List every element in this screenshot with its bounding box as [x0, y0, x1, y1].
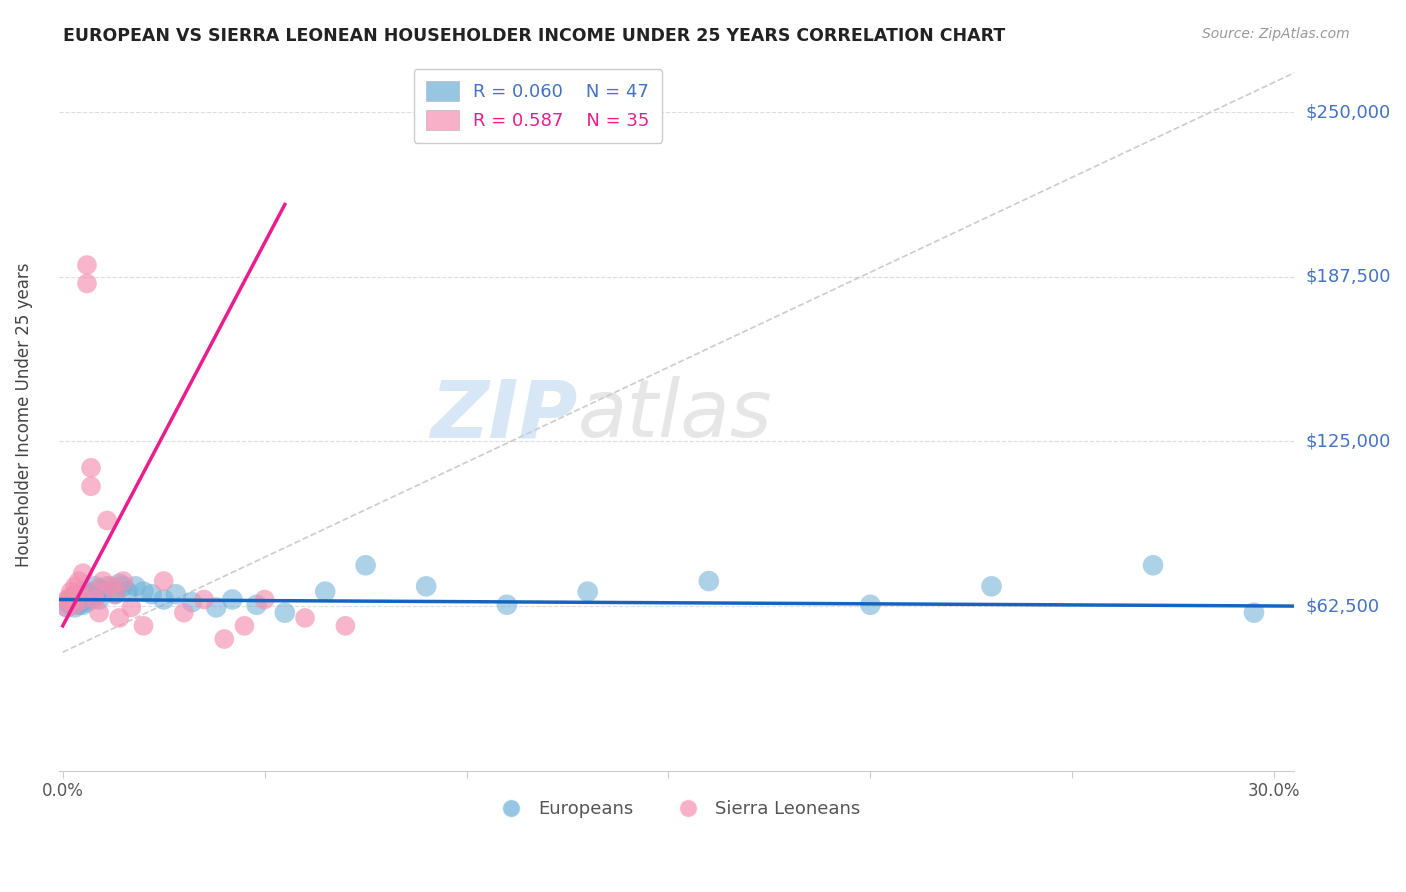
Point	[67, 592, 90, 607]
Point	[80, 587, 103, 601]
Point	[496, 598, 519, 612]
Point	[72, 598, 94, 612]
Point	[55, 600, 77, 615]
Point	[120, 600, 142, 615]
Point	[697, 574, 720, 588]
Point	[335, 619, 357, 633]
Text: atlas: atlas	[578, 376, 772, 454]
Point	[67, 598, 90, 612]
Point	[80, 460, 103, 475]
Point	[294, 611, 316, 625]
Point	[104, 587, 127, 601]
Point	[76, 277, 98, 291]
Point	[91, 574, 114, 588]
Text: Source: ZipAtlas.com: Source: ZipAtlas.com	[1202, 27, 1350, 41]
Point	[132, 584, 155, 599]
Point	[274, 606, 297, 620]
Point	[100, 579, 122, 593]
Point	[87, 592, 110, 607]
Point	[173, 606, 195, 620]
Point	[87, 606, 110, 620]
Point	[108, 576, 131, 591]
Point	[108, 611, 131, 625]
Point	[1243, 606, 1265, 620]
Point	[72, 592, 94, 607]
Text: $62,500: $62,500	[1306, 597, 1379, 615]
Point	[84, 579, 107, 593]
Text: $125,000: $125,000	[1306, 433, 1391, 450]
Point	[72, 592, 94, 607]
Point	[80, 592, 103, 607]
Point	[63, 595, 86, 609]
Point	[253, 592, 276, 607]
Point	[59, 595, 82, 609]
Point	[72, 566, 94, 581]
Point	[181, 595, 204, 609]
Text: ZIP: ZIP	[430, 376, 578, 454]
Point	[76, 584, 98, 599]
Point	[233, 619, 256, 633]
Point	[859, 598, 882, 612]
Point	[80, 479, 103, 493]
Point	[84, 592, 107, 607]
Text: $250,000: $250,000	[1306, 103, 1391, 121]
Point	[576, 584, 599, 599]
Point	[112, 579, 135, 593]
Point	[84, 590, 107, 604]
Point	[205, 600, 228, 615]
Point	[214, 632, 236, 646]
Point	[165, 587, 187, 601]
Point	[59, 584, 82, 599]
Text: $187,500: $187,500	[1306, 268, 1391, 285]
Point	[63, 600, 86, 615]
Point	[55, 592, 77, 607]
Point	[124, 579, 146, 593]
Point	[96, 579, 118, 593]
Point	[1142, 558, 1164, 573]
Point	[354, 558, 377, 573]
Point	[55, 600, 77, 615]
Point	[91, 584, 114, 599]
Point	[67, 574, 90, 588]
Point	[980, 579, 1002, 593]
Point	[96, 514, 118, 528]
Point	[314, 584, 336, 599]
Point	[245, 598, 267, 612]
Point	[117, 584, 139, 599]
Point	[152, 574, 174, 588]
Point	[63, 579, 86, 593]
Point	[193, 592, 215, 607]
Point	[67, 584, 90, 599]
Point	[55, 595, 77, 609]
Point	[141, 587, 163, 601]
Point	[221, 592, 243, 607]
Point	[63, 587, 86, 601]
Point	[152, 592, 174, 607]
Point	[87, 582, 110, 596]
Point	[132, 619, 155, 633]
Text: EUROPEAN VS SIERRA LEONEAN HOUSEHOLDER INCOME UNDER 25 YEARS CORRELATION CHART: EUROPEAN VS SIERRA LEONEAN HOUSEHOLDER I…	[63, 27, 1005, 45]
Point	[100, 584, 122, 599]
Point	[59, 592, 82, 607]
Y-axis label: Householder Income Under 25 years: Householder Income Under 25 years	[15, 263, 32, 567]
Point	[415, 579, 437, 593]
Point	[76, 258, 98, 272]
Point	[112, 574, 135, 588]
Point	[63, 598, 86, 612]
Point	[72, 587, 94, 601]
Legend: Europeans, Sierra Leoneans: Europeans, Sierra Leoneans	[486, 793, 868, 826]
Point	[59, 590, 82, 604]
Point	[104, 587, 127, 601]
Point	[84, 584, 107, 599]
Point	[76, 595, 98, 609]
Point	[63, 590, 86, 604]
Point	[59, 598, 82, 612]
